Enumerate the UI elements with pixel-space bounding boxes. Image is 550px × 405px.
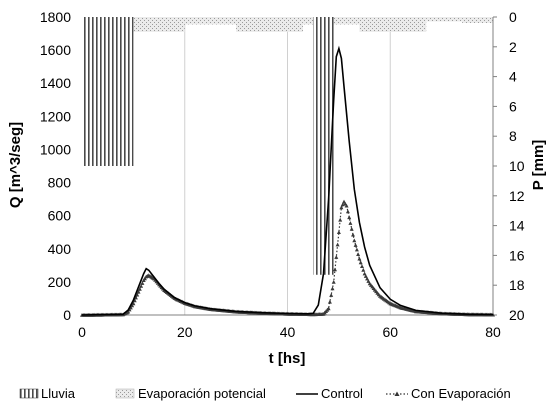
legend-swatch-evaporacion (115, 388, 135, 399)
y-right-tick-label-6: 6 (509, 98, 517, 114)
y-right-tick-label-8: 8 (509, 128, 517, 144)
y-left-tick-label-400: 400 (48, 241, 72, 257)
y-left-tick-label-600: 600 (48, 208, 72, 224)
con-evaporacion-marker-196 (331, 279, 336, 284)
con-evaporacion-marker-36 (126, 309, 131, 314)
x-tick-label-80: 80 (485, 324, 501, 340)
con-evaporacion-marker-218 (360, 264, 364, 268)
con-evaporacion-marker-209 (348, 221, 353, 225)
con-evaporacion-marker-219 (361, 267, 366, 272)
evap-bar-5 (302, 17, 319, 25)
con-evaporacion-marker-215 (356, 252, 361, 256)
x-axis-title: t [hs] (269, 350, 306, 367)
con-evaporacion-marker-217 (358, 260, 363, 265)
con-evaporacion-marker-222 (365, 276, 370, 281)
con-evaporacion-marker-212 (352, 238, 357, 243)
con-evaporacion-marker-206 (344, 203, 349, 208)
con-evaporacion-marker-195 (330, 286, 335, 291)
con-evaporacion-marker-220 (362, 271, 367, 276)
legend-label-lluvia: Lluvia (41, 386, 76, 401)
con-evaporacion-marker-45 (137, 286, 142, 291)
con-evaporacion-marker-320 (491, 312, 495, 317)
con-evaporacion-marker-214 (354, 247, 359, 252)
y-right-tick-label-18: 18 (509, 277, 525, 293)
con-evaporacion-marker-199 (335, 242, 340, 247)
evap-bar-6 (318, 17, 360, 25)
y-right-tick-label-14: 14 (509, 218, 525, 234)
con-evaporacion-marker-193 (327, 299, 332, 304)
y-right-tick-label-0: 0 (509, 9, 517, 25)
con-evaporacion-marker-202 (339, 205, 344, 210)
y-right-tick-label-20: 20 (509, 307, 525, 323)
y-right-tick-label-16: 16 (509, 247, 525, 263)
legend: Lluvia Evaporación potencial Control Con… (19, 386, 511, 401)
y-left-tick-label-800: 800 (48, 175, 72, 191)
evap-bar-9 (462, 17, 493, 23)
con-evaporacion-marker-41 (132, 298, 137, 303)
flow-lines (80, 45, 495, 317)
y-left-tick-label-1000: 1000 (40, 141, 71, 157)
axis-titles: t [hs] Q [m^3/seg] P [mm] (7, 122, 547, 367)
legend-marker-con-evaporacion (394, 391, 400, 396)
y-right-tick-label-10: 10 (509, 158, 525, 174)
con-evaporacion-marker-197 (333, 267, 337, 272)
y-left-tick-label-1200: 1200 (40, 108, 71, 124)
con-evaporacion-marker-39 (130, 303, 135, 308)
con-evaporacion-marker-211 (351, 232, 355, 237)
series-line-control (81, 45, 494, 316)
con-evaporacion-marker-44 (136, 289, 141, 294)
y-left-tick-label-1600: 1600 (40, 42, 71, 58)
con-evaporacion-marker-40 (131, 301, 136, 306)
y-left-tick-label-0: 0 (63, 307, 71, 323)
con-evaporacion-marker-221 (363, 274, 368, 278)
rain-bars (82, 17, 334, 275)
evap-bar-3 (184, 17, 237, 25)
x-tick-label-60: 60 (382, 324, 398, 340)
evap-bar-7 (359, 17, 427, 32)
axes (82, 16, 497, 316)
con-evaporacion-marker-43 (135, 292, 140, 297)
con-evaporacion-marker-208 (347, 215, 352, 220)
con-evaporacion-marker-223 (366, 279, 371, 283)
con-evaporacion-marker-207 (345, 209, 350, 214)
y-right-tick-label-12: 12 (509, 188, 525, 204)
con-evaporacion-marker-210 (349, 226, 354, 231)
legend-label-control: Control (321, 386, 363, 401)
legend-label-con-evaporacion: Con Evaporación (411, 386, 511, 401)
y-right-tick-label-4: 4 (509, 69, 517, 85)
y-right-axis-title: P [mm] (530, 140, 547, 191)
y-right-tick-label-2: 2 (509, 39, 517, 55)
con-evaporacion-marker-216 (357, 256, 362, 261)
con-evaporacion-marker-198 (334, 255, 339, 259)
evap-bar-4 (236, 17, 303, 32)
y-left-axis-title: Q [m^3/seg] (7, 122, 24, 208)
gridlines (184, 17, 494, 315)
evap-bar-8 (426, 17, 463, 22)
con-evaporacion-marker-46 (139, 284, 144, 288)
legend-swatch-lluvia (19, 388, 39, 399)
con-evaporacion-marker-192 (326, 306, 331, 311)
x-tick-label-40: 40 (280, 324, 296, 340)
y-left-tick-label-1400: 1400 (40, 75, 71, 91)
con-evaporacion-marker-47 (140, 281, 145, 285)
tick-labels: 0 20 40 60 800200400600800100012001400160018… (40, 9, 525, 340)
y-left-tick-label-1800: 1800 (40, 9, 71, 25)
con-evaporacion-marker-194 (329, 293, 334, 297)
legend-label-evaporacion: Evaporación potencial (138, 386, 266, 401)
x-tick-label-20: 20 (177, 324, 193, 340)
evaporation-bars (82, 17, 493, 32)
con-evaporacion-marker-213 (353, 243, 358, 247)
con-evaporacion-marker-201 (338, 217, 343, 222)
evap-bar-2 (133, 17, 185, 32)
con-evaporacion-marker-200 (336, 230, 341, 234)
y-left-tick-label-200: 200 (48, 274, 72, 290)
con-evaporacion-marker-42 (133, 295, 138, 300)
x-tick-label-0: 0 (78, 324, 86, 340)
rain-bar-0 (82, 17, 134, 166)
